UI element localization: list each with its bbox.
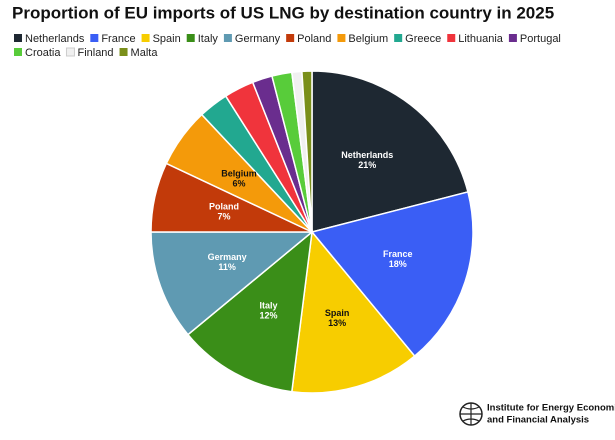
legend-label: France <box>101 33 135 45</box>
legend-swatch <box>90 34 99 42</box>
slice-label: Netherlands <box>341 150 393 160</box>
legend-swatch <box>65 47 75 57</box>
legend-label: Portugal <box>520 33 561 45</box>
legend-label: Croatia <box>25 47 61 59</box>
legend-label: Lithuania <box>458 33 504 45</box>
legend-swatch <box>337 34 346 42</box>
legend-label: Malta <box>131 47 159 59</box>
slice-label: France <box>383 249 413 259</box>
legend-swatch <box>223 34 232 42</box>
slice-value: 12% <box>260 310 278 320</box>
legend-swatch <box>286 34 295 42</box>
legend-label: Greece <box>405 33 441 45</box>
legend-swatch <box>141 34 150 42</box>
pie-slice <box>301 70 313 233</box>
source-line: and Financial Analysis <box>487 415 589 426</box>
legend-swatch <box>394 34 403 42</box>
slice-value: 7% <box>218 212 231 222</box>
slice-value: 11% <box>218 262 236 272</box>
pie-slice <box>311 70 469 233</box>
legend-swatch <box>447 34 456 42</box>
legend-swatch <box>508 34 517 42</box>
slice-label: Poland <box>209 202 239 212</box>
legend-swatch <box>14 48 22 56</box>
legend-label: Spain <box>153 33 181 45</box>
legend-label: Netherlands <box>25 33 85 45</box>
legend-swatch <box>119 48 128 56</box>
logo-lines <box>460 403 482 425</box>
legend-swatch <box>14 34 22 42</box>
legend-swatch <box>186 34 195 42</box>
pie-slice <box>310 191 474 358</box>
slice-label: Belgium <box>221 168 257 178</box>
slice-label: Italy <box>260 300 278 310</box>
slice-value: 6% <box>233 178 246 188</box>
legend-label: Finland <box>77 47 113 59</box>
slice-label: Spain <box>325 308 350 318</box>
logo <box>459 402 483 426</box>
legend-label: Poland <box>297 33 331 45</box>
slice-value: 13% <box>328 318 346 328</box>
source-line: Institute for Energy Economics <box>487 403 615 414</box>
legend-label: Italy <box>198 33 219 45</box>
pie-slice <box>186 230 313 393</box>
chart-title: Proportion of EU imports of US LNG by de… <box>12 3 554 22</box>
pie-slice <box>290 230 416 394</box>
legend-label: Germany <box>235 33 281 45</box>
slice-value: 18% <box>389 259 407 269</box>
slice-label: Germany <box>208 252 247 262</box>
pie-slice <box>150 231 315 336</box>
slice-value: 21% <box>358 160 376 170</box>
legend-label: Belgium <box>348 33 388 45</box>
